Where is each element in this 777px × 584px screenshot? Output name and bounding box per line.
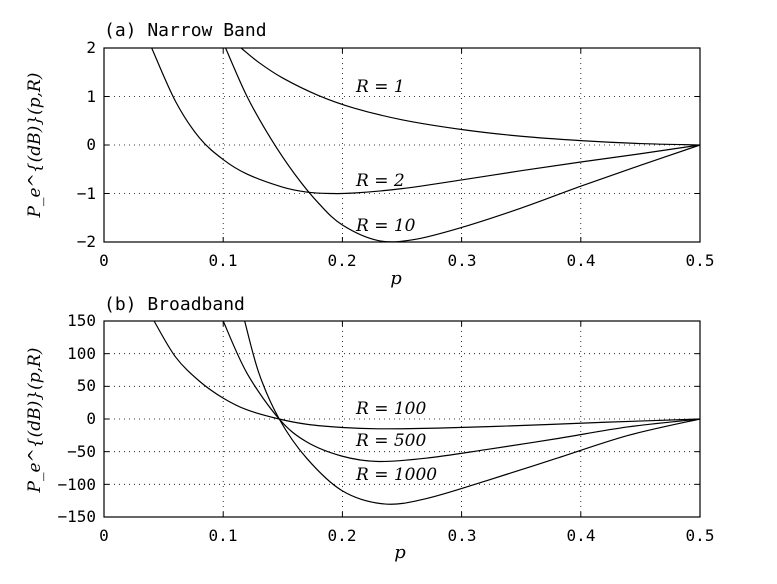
panel-a-xtick-label: 0.2 [328, 251, 357, 270]
panel-a-y-ticks: 2 1 0 −1 −2 [77, 38, 96, 251]
panel-b-ytick-label: 150 [67, 311, 96, 330]
panel-a-ytick-label: 1 [86, 87, 96, 106]
panel-a-x-axis-label: p [390, 268, 402, 289]
series-line-a-2 [225, 47, 701, 243]
panel-b-ytick-label: −150 [57, 507, 96, 526]
panel-a-ytick-label: −2 [77, 232, 96, 251]
panel-b-annotation-r100: R = 100 [355, 399, 426, 419]
panel-b-grid [103, 320, 701, 518]
series-line-b-0 [153, 320, 701, 430]
panel-a-xtick-label: 0.1 [209, 251, 238, 270]
panel-b-ytick-label: −50 [67, 442, 96, 461]
panel-b-annotation-r1000: R = 1000 [355, 465, 437, 485]
panel-a-y-axis-label: P_e^{(dB)}(p,R) [25, 73, 45, 219]
panel-b-xtick-label: 0.1 [209, 526, 238, 545]
panel-a-frame [103, 47, 701, 243]
panel-b-x-axis-label: p [394, 542, 406, 563]
panel-b-ytick-label: 0 [86, 409, 96, 428]
series-line-a-0 [240, 47, 701, 146]
panel-a-xtick-label: 0.4 [567, 251, 596, 270]
series-line-b-2 [244, 320, 701, 505]
panel-a-xtick-label: 0 [99, 251, 109, 270]
panel-a-ytick-label: −1 [77, 184, 96, 203]
panel-b: (b) Broadband 150 100 50 0 −50 −100 −150… [25, 294, 714, 563]
panel-a-annotation-r1: R = 1 [355, 77, 405, 97]
panel-a-title: (a) Narrow Band [104, 20, 267, 41]
panel-b-x-ticks: 0 0.1 0.2 0.3 0.4 0.5 [99, 526, 714, 545]
panel-a: (a) Narrow Band 2 1 0 −1 −2 0 0.1 0.2 0.… [25, 20, 714, 289]
panel-b-y-axis-label: P_e^{(dB)}(p,R) [25, 348, 45, 494]
panel-b-ytick-label: 50 [77, 376, 96, 395]
panel-b-xtick-label: 0.4 [567, 526, 596, 545]
panel-b-title: (b) Broadband [104, 294, 245, 315]
panel-b-frame [103, 320, 701, 518]
panel-b-xtick-label: 0.2 [328, 526, 357, 545]
panel-b-curves [153, 320, 701, 505]
panel-a-ytick-label: 0 [86, 135, 96, 154]
series-line-a-1 [151, 47, 701, 195]
panel-a-ytick-label: 2 [86, 38, 96, 57]
panel-a-xtick-label: 0.3 [448, 251, 477, 270]
panel-b-ytick-label: 100 [67, 344, 96, 363]
panel-b-xtick-label: 0.3 [448, 526, 477, 545]
panel-b-annotation-r500: R = 500 [355, 431, 426, 451]
panel-a-annotation-r10: R = 10 [355, 216, 416, 236]
panel-b-ytick-label: −100 [57, 475, 96, 494]
panel-a-curves [151, 47, 701, 243]
panel-a-xtick-label: 0.5 [686, 251, 715, 270]
panel-a-annotation-r2: R = 2 [355, 171, 405, 191]
panel-b-xtick-label: 0 [99, 526, 109, 545]
panel-b-xtick-label: 0.5 [686, 526, 715, 545]
series-line-b-1 [222, 320, 701, 463]
panel-b-y-ticks: 150 100 50 0 −50 −100 −150 [57, 311, 96, 526]
panel-a-x-ticks: 0 0.1 0.2 0.3 0.4 0.5 [99, 251, 714, 270]
